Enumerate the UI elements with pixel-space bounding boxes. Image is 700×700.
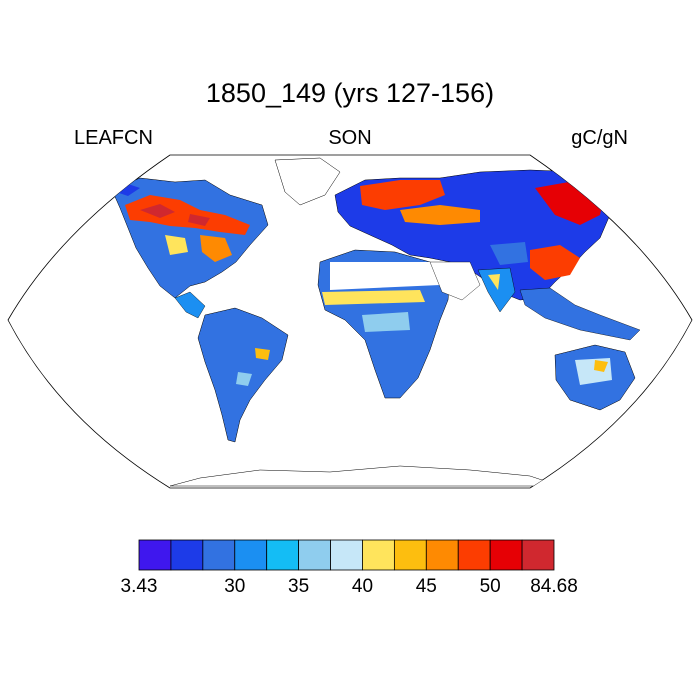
colorbar-tick-label: 30: [224, 576, 246, 597]
central-america: [174, 291, 206, 319]
south-america-light: [236, 372, 252, 386]
colorbar-tick-label: 45: [415, 576, 437, 597]
eurasia-tibet: [490, 242, 528, 265]
colorbar-swatch: [393, 539, 427, 571]
map-title: 1850_149 (yrs 127-156): [205, 78, 495, 108]
eurasia-siberia-red: [360, 180, 445, 210]
colorbar-swatch: [266, 539, 300, 571]
india: [477, 267, 516, 313]
eurasia-china: [530, 245, 580, 280]
south-america-yellow: [255, 348, 270, 360]
colorbar-swatch: [425, 539, 459, 571]
colorbar-tick-label: 3.43: [120, 576, 158, 597]
north-america-east-band: [200, 235, 232, 262]
colorbar-swatch: [489, 539, 523, 571]
north-america-canada-hot: [125, 195, 250, 235]
greenland: [274, 157, 341, 206]
colorbar-swatch: [362, 539, 395, 571]
antarctica: [169, 465, 561, 487]
colorbar-swatch: [138, 539, 172, 571]
colorbar-tick-label: 35: [288, 576, 310, 597]
india-yellow: [488, 274, 500, 290]
units-label: gC/gN: [571, 127, 628, 149]
colorbar-tick-label: 84.68: [530, 576, 578, 597]
colorbar-swatch: [330, 539, 363, 571]
north-america-prairie: [165, 235, 188, 255]
australia-yellow: [594, 360, 608, 372]
north-america-canada-red: [140, 204, 210, 226]
colorbar-tick-label: 50: [479, 576, 501, 597]
colorbar-swatch: [234, 539, 268, 571]
season-label: SON: [328, 127, 372, 149]
variable-label: LEAFCN: [74, 127, 153, 149]
colorbar-tick-label: 40: [351, 576, 374, 597]
africa-sahel-yellow: [322, 290, 425, 305]
colorbar-swatch: [298, 539, 331, 571]
arabia: [429, 261, 481, 301]
colorbar-swatch: [202, 539, 236, 571]
africa-sahara: [330, 262, 440, 290]
southeast-asia: [519, 287, 641, 341]
colorbar-swatch: [521, 539, 555, 571]
colorbar-swatch: [170, 539, 204, 571]
eurasia-central-orange: [400, 205, 480, 225]
north-america-arctic: [110, 183, 140, 196]
africa-central-light: [362, 312, 410, 332]
colorbar-swatch: [457, 539, 491, 571]
